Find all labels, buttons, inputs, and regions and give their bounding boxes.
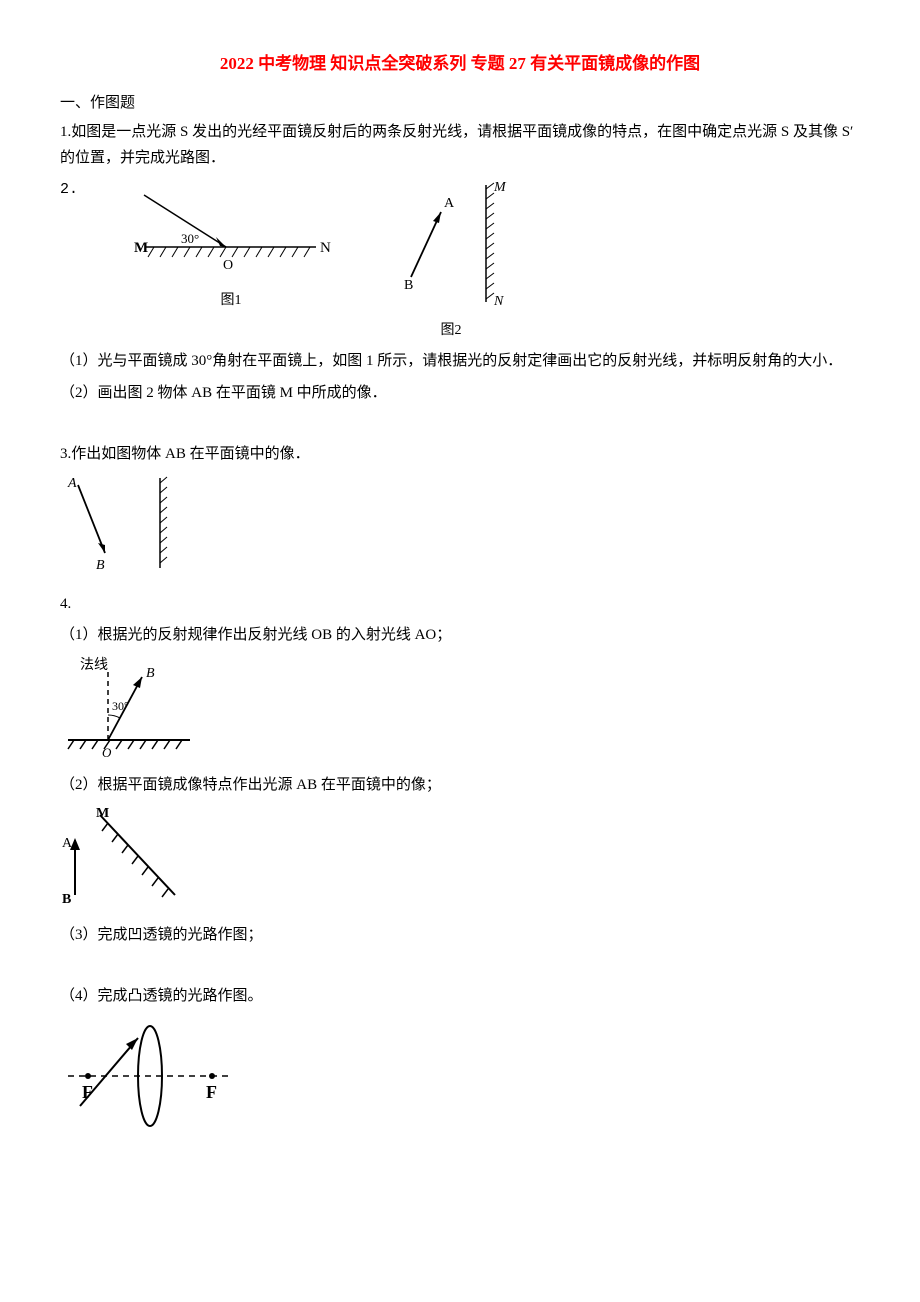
fig2-label-B: B xyxy=(404,278,413,293)
fig3-label-B: B xyxy=(96,558,105,573)
fig4-1-normal: 法线 xyxy=(80,657,108,673)
fig1-label-N: N xyxy=(320,240,331,256)
fig1-label-O: O xyxy=(223,258,233,273)
problem-4-sub4: （4）完成凸透镜的光路作图。 xyxy=(60,984,860,1010)
fig4-4-F1: F xyxy=(82,1082,93,1102)
fig2-label-N: N xyxy=(493,294,504,309)
figure-4-4: F F xyxy=(60,1016,240,1136)
fig4-4-F2: F xyxy=(206,1082,217,1102)
figure-1: M N O 30° 图1 xyxy=(126,177,336,313)
figure-2: A B M N 图2 xyxy=(376,177,526,343)
problem-2-row: 2. xyxy=(60,177,860,343)
fig4-2-B: B xyxy=(62,892,71,907)
problem-2-marker: 2. xyxy=(60,177,78,203)
problem-2-sub2: （2）画出图 2 物体 AB 在平面镜 M 中所成的像． xyxy=(60,381,860,407)
fig2-label-M: M xyxy=(493,180,507,195)
problem-3-text: 3.作出如图物体 AB 在平面镜中的像． xyxy=(60,442,860,468)
figure-4-2: M A B xyxy=(60,805,190,910)
problem-4-sub2: （2）根据平面镜成像特点作出光源 AB 在平面镜中的像； xyxy=(60,773,860,799)
fig3-label-A: A xyxy=(67,476,77,491)
figure-3: A B xyxy=(60,473,190,578)
problem-4-sub1: （1）根据光的反射规律作出反射光线 OB 的入射光线 AO； xyxy=(60,623,860,649)
problem-4-marker: 4. xyxy=(60,592,860,618)
page-title: 2022 中考物理 知识点全突破系列 专题 27 有关平面镜成像的作图 xyxy=(60,50,860,79)
problem-2-sub1: （1）光与平面镜成 30°角射在平面镜上，如图 1 所示，请根据光的反射定律画出… xyxy=(60,349,860,375)
section-heading: 一、作图题 xyxy=(60,91,860,117)
fig2-label-A: A xyxy=(444,196,455,211)
problem-4-sub3: （3）完成凹透镜的光路作图； xyxy=(60,923,860,949)
fig4-1-B: B xyxy=(146,666,155,681)
fig4-1-O: O xyxy=(102,745,112,760)
problem-1-text: 1.如图是一点光源 S 发出的光经平面镜反射后的两条反射光线，请根据平面镜成像的… xyxy=(60,120,860,171)
fig4-2-M: M xyxy=(96,806,109,821)
figure-4-1: 法线 B 30° O xyxy=(60,655,200,760)
figure-1-label: 图1 xyxy=(126,289,336,313)
fig4-1-angle: 30° xyxy=(112,699,129,713)
fig4-2-A: A xyxy=(62,836,73,851)
fig1-angle: 30° xyxy=(181,231,199,246)
figure-2-label: 图2 xyxy=(376,319,526,343)
fig1-label-M: M xyxy=(134,240,148,256)
